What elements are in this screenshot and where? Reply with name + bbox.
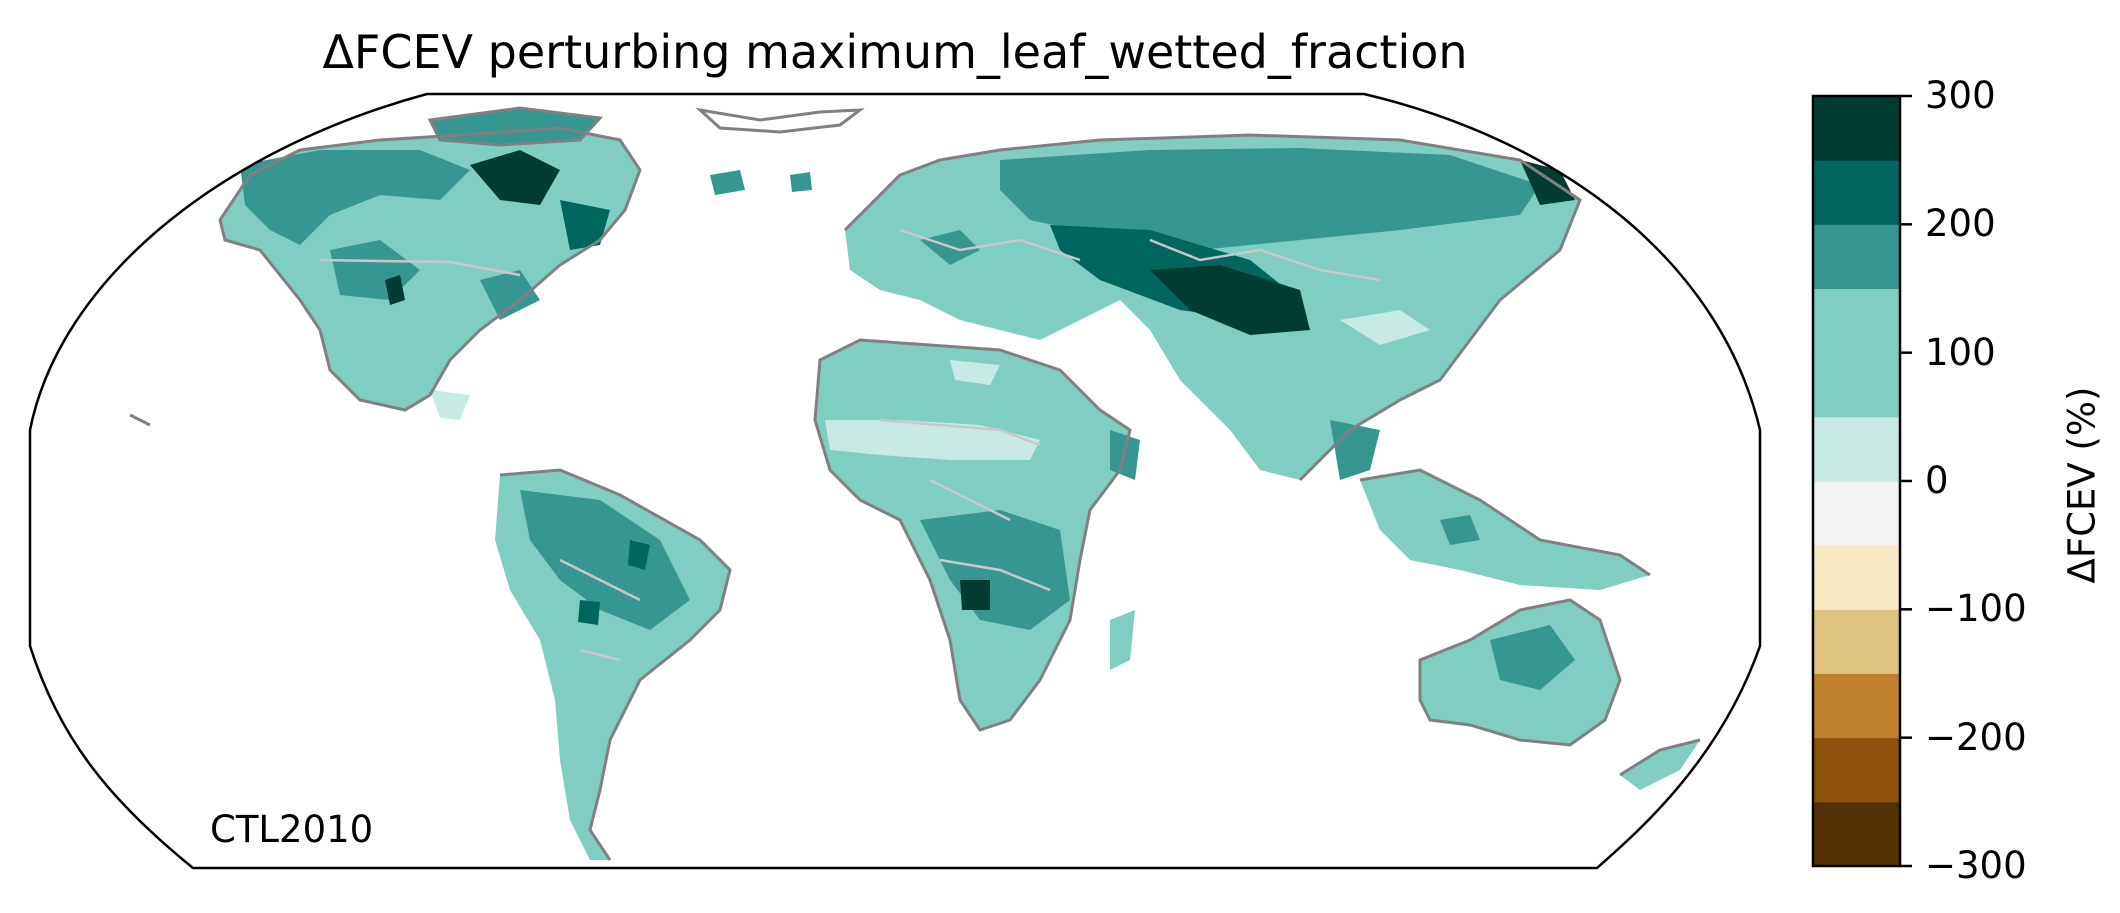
colorbar-tick-label: −200	[1925, 715, 2027, 759]
colorbar-bin	[1813, 673, 1900, 739]
colorbar-tick-label: 0	[1925, 459, 1949, 502]
landmass-maritime-asia	[1360, 470, 1650, 590]
run-label: CTL2010	[210, 808, 374, 851]
landmass-north-america	[220, 128, 640, 420]
colorbar-bin	[1813, 416, 1900, 482]
colorbar-bin	[1813, 481, 1900, 546]
plot-title: ΔFCEV perturbing maximum_leaf_wetted_fra…	[322, 25, 1468, 79]
colorbar-bin	[1813, 737, 1900, 803]
coastlines	[129, 106, 1701, 861]
colorbar-bin	[1813, 160, 1900, 225]
colorbar-bin	[1813, 224, 1900, 289]
colorbar-tick-label: −100	[1925, 587, 2027, 631]
landmass-eurasia	[845, 135, 1580, 480]
colorbar-label: ΔFCEV (%)	[2060, 386, 2104, 584]
landmass-south-america	[495, 470, 730, 860]
colorbar-bin	[1813, 352, 1900, 418]
landmass-australia	[1420, 600, 1700, 790]
colorbar	[1811, 94, 1912, 868]
colorbar-tick-label: 300	[1925, 74, 1996, 117]
colorbar-bin	[1813, 96, 1900, 161]
map-frame	[28, 92, 1762, 870]
map-panel	[129, 106, 1701, 861]
country-borders	[319, 228, 1381, 662]
colorbar-bin	[1813, 609, 1900, 674]
colorbar-bin	[1813, 288, 1900, 354]
colorbar-tick-label: −300	[1925, 844, 2027, 887]
colorbar-tick-label: 200	[1925, 202, 1996, 246]
colorbar-tick-label: 100	[1925, 330, 1996, 374]
colorbar-bin	[1813, 545, 1900, 610]
colorbar-bin	[1813, 801, 1900, 867]
landmass-arctic	[430, 108, 812, 195]
